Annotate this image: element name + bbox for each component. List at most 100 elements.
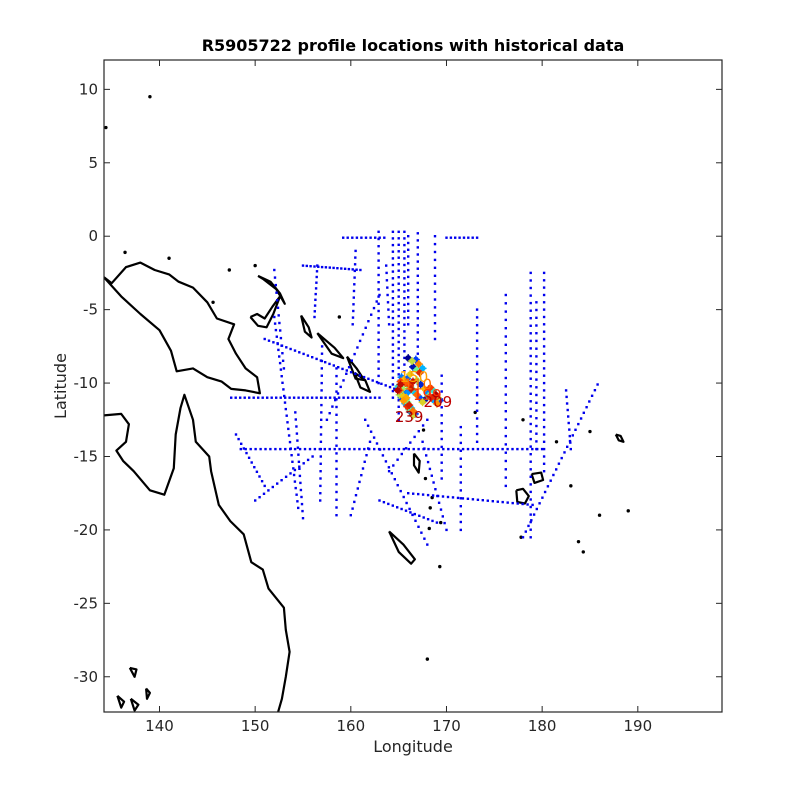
historical-point xyxy=(440,390,443,393)
island-marker xyxy=(421,428,426,432)
historical-point xyxy=(309,265,312,268)
island-marker xyxy=(423,476,428,481)
historical-point xyxy=(475,236,479,239)
historical-point xyxy=(360,396,363,399)
historical-point xyxy=(377,381,380,385)
historical-point xyxy=(335,405,338,409)
profile-point xyxy=(416,369,423,376)
historical-point xyxy=(564,389,568,392)
historical-point xyxy=(416,302,419,306)
historical-point xyxy=(504,459,507,463)
historical-point xyxy=(529,286,532,290)
historical-point xyxy=(289,447,292,450)
historical-point xyxy=(439,508,443,511)
historical-point xyxy=(391,396,395,399)
island-marker xyxy=(581,550,585,554)
historical-point xyxy=(527,524,530,528)
profile-number-label: 209 xyxy=(424,393,453,411)
historical-point xyxy=(383,236,386,239)
historical-point xyxy=(310,396,314,399)
historical-point xyxy=(336,267,339,270)
historical-point xyxy=(391,237,395,240)
historical-point xyxy=(274,283,277,287)
historical-point xyxy=(440,453,443,456)
historical-point xyxy=(529,317,532,320)
historical-point xyxy=(454,236,457,239)
historical-point xyxy=(413,512,416,516)
historical-point xyxy=(407,302,410,306)
historical-point xyxy=(403,243,406,247)
historical-point xyxy=(273,322,277,325)
historical-point xyxy=(294,411,297,414)
historical-point xyxy=(271,485,274,489)
y-tick-label: -30 xyxy=(74,668,99,686)
historical-point xyxy=(354,494,358,497)
historical-point xyxy=(422,516,425,519)
historical-point xyxy=(298,351,301,354)
historical-point xyxy=(414,519,417,522)
historical-point xyxy=(313,447,317,451)
historical-point xyxy=(324,266,328,269)
historical-point xyxy=(377,345,380,349)
x-tick-label: 140 xyxy=(145,717,174,735)
historical-point xyxy=(542,367,546,370)
historical-point xyxy=(356,487,359,490)
historical-point xyxy=(337,366,340,369)
historical-point xyxy=(516,502,519,505)
historical-point xyxy=(568,428,571,431)
historical-point xyxy=(286,421,289,424)
coastline xyxy=(412,452,421,474)
historical-point xyxy=(441,495,445,498)
x-tick-label: 170 xyxy=(432,717,461,735)
historical-point xyxy=(315,270,319,273)
historical-point xyxy=(397,334,400,337)
historical-point xyxy=(529,453,532,456)
historical-point xyxy=(433,258,437,262)
historical-point xyxy=(475,417,479,420)
historical-point xyxy=(308,447,312,451)
historical-point xyxy=(407,241,410,245)
historical-point xyxy=(320,367,323,370)
historical-point xyxy=(356,346,359,349)
historical-point xyxy=(542,352,546,355)
historical-point xyxy=(366,424,370,427)
historical-point xyxy=(328,412,331,415)
historical-point xyxy=(297,460,301,463)
historical-point xyxy=(504,468,507,471)
island-marker xyxy=(123,250,127,255)
historical-point xyxy=(555,468,558,471)
historical-point xyxy=(542,359,546,363)
historical-point xyxy=(335,374,338,378)
historical-point xyxy=(397,327,400,331)
x-tick-label: 180 xyxy=(528,717,557,735)
historical-point xyxy=(529,437,532,441)
historical-point xyxy=(261,396,264,399)
historical-point xyxy=(377,252,380,255)
historical-point xyxy=(529,468,532,471)
historical-point xyxy=(369,396,372,399)
coastline xyxy=(145,687,151,700)
historical-point xyxy=(440,382,443,385)
historical-point xyxy=(416,288,419,292)
historical-point xyxy=(258,496,261,499)
historical-point xyxy=(506,501,509,504)
historical-point xyxy=(535,432,538,435)
historical-point xyxy=(535,316,538,319)
historical-point xyxy=(367,447,370,450)
historical-point xyxy=(319,447,322,451)
historical-point xyxy=(295,425,298,428)
historical-point xyxy=(342,379,345,382)
coastline xyxy=(515,487,530,505)
historical-point xyxy=(506,447,509,451)
historical-point xyxy=(319,477,322,480)
historical-point xyxy=(535,347,538,350)
historical-point xyxy=(542,374,546,377)
historical-point xyxy=(433,337,437,341)
historical-point xyxy=(397,353,400,357)
historical-point xyxy=(526,503,529,506)
historical-point xyxy=(358,339,362,343)
historical-point xyxy=(475,386,479,389)
historical-point xyxy=(529,528,532,531)
historical-point xyxy=(320,389,323,392)
